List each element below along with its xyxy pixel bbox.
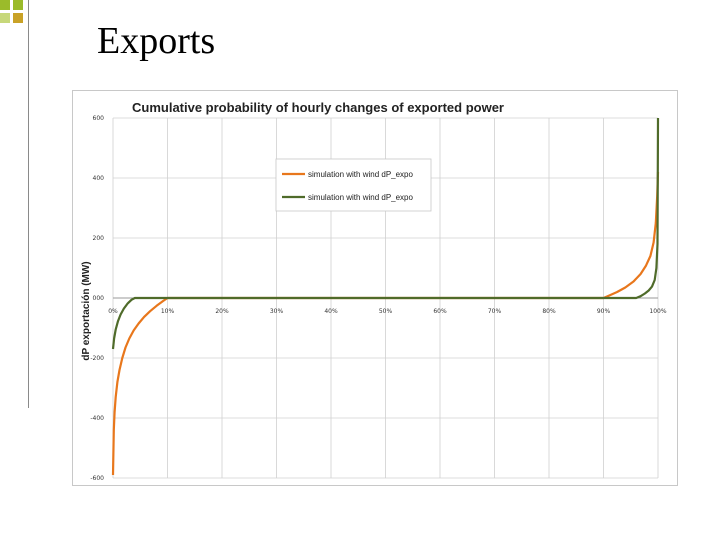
y-axis-label: dP exportación (MW) (81, 261, 92, 360)
slide-title: Exports (97, 20, 216, 62)
y-tick-label: -400 (90, 415, 104, 422)
bullet-square-gold (13, 13, 23, 23)
bullet-square-light-green (0, 13, 10, 23)
y-tick-label: 600 (93, 115, 105, 122)
x-tick-label: 40% (324, 308, 338, 315)
x-tick-labels: 0% 10% 20% 30% 40% 50% 60% 70% 80% 90% 100% (108, 308, 667, 315)
chart-legend: simulation with wind dP_expo simulation … (275, 158, 432, 212)
y-tick-label: 200 (93, 235, 105, 242)
x-tick-label: 80% (542, 308, 556, 315)
x-tick-label: 30% (270, 308, 284, 315)
chart: Cumulative probability of hourly changes… (81, 100, 667, 482)
x-tick-label: 100% (649, 308, 666, 315)
x-tick-label: 10% (161, 308, 175, 315)
y-tick-label: 000 (93, 295, 105, 302)
legend-label-series-2: simulation with wind dP_expo (308, 193, 413, 202)
x-tick-label: 50% (379, 308, 393, 315)
y-tick-label: -600 (90, 475, 104, 482)
y-tick-labels: 600 400 200 000 -200 -400 -600 (90, 115, 104, 482)
x-tick-label: 20% (215, 308, 229, 315)
x-tick-label: 60% (433, 308, 447, 315)
bullet-square-green (13, 0, 23, 10)
x-tick-label: 70% (488, 308, 502, 315)
y-tick-label: 400 (93, 175, 105, 182)
bullet-square-green (0, 0, 10, 10)
x-tick-label: 0% (108, 308, 118, 315)
legend-box (275, 158, 432, 212)
series-line-2 (111, 117, 660, 350)
legend-label-series-1: simulation with wind dP_expo (308, 170, 413, 179)
series-line-1 (111, 171, 660, 476)
chart-title: Cumulative probability of hourly changes… (132, 100, 504, 115)
slide-divider-line (28, 0, 29, 408)
chart-frame: Cumulative probability of hourly changes… (72, 90, 678, 486)
x-tick-label: 90% (597, 308, 611, 315)
y-tick-label: -200 (90, 355, 104, 362)
series-lines (111, 117, 660, 476)
